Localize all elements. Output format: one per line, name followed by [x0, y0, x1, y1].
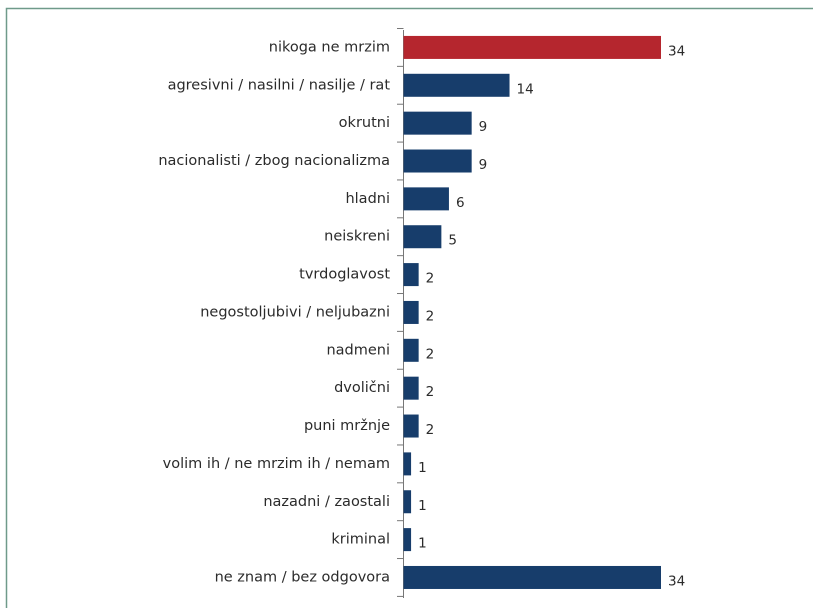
value-label: 2	[426, 384, 435, 400]
frame	[5, 7, 813, 608]
bar	[403, 263, 419, 287]
bar	[403, 149, 472, 173]
bar	[403, 565, 661, 589]
value-label: 34	[668, 43, 685, 59]
category-label: nazadni / zaostali	[263, 494, 390, 510]
category-label: volim ih / ne mrzim ih / nemam	[163, 456, 390, 472]
value-label: 14	[517, 81, 534, 97]
category-label: dvolični	[334, 380, 390, 396]
value-label: 1	[418, 498, 427, 514]
value-label: 1	[418, 460, 427, 476]
bar	[403, 528, 412, 552]
value-label: 9	[479, 119, 488, 135]
category-label: agresivni / nasilni / nasilje / rat	[168, 77, 391, 93]
value-label: 34	[668, 573, 685, 589]
value-label: 2	[426, 346, 435, 362]
category-label: ne znam / bez odgovora	[215, 569, 390, 585]
bar	[403, 35, 661, 59]
bar	[403, 490, 412, 514]
bar	[403, 225, 442, 249]
category-label: neiskreni	[324, 229, 390, 245]
bar	[403, 338, 419, 362]
category-label: nadmeni	[326, 342, 390, 358]
value-label: 2	[426, 422, 435, 438]
category-label: nacionalisti / zbog nacionalizma	[158, 153, 390, 169]
category-label: nikoga ne mrzim	[269, 39, 390, 55]
bar	[403, 376, 419, 400]
value-label: 1	[418, 536, 427, 552]
bar	[403, 300, 419, 324]
bar	[403, 73, 510, 97]
value-label: 9	[479, 157, 488, 173]
value-label: 2	[426, 271, 435, 287]
bar	[403, 111, 472, 135]
category-label: okrutni	[339, 115, 390, 131]
value-label: 6	[456, 195, 465, 211]
category-label: tvrdoglavost	[299, 267, 390, 283]
bar	[403, 187, 449, 211]
category-label: puni mržnje	[304, 418, 390, 434]
category-label: negostoljubivi / neljubazni	[200, 304, 390, 320]
value-label: 5	[448, 233, 457, 249]
category-label: hladni	[345, 191, 390, 207]
value-label: 2	[426, 308, 435, 324]
bar	[403, 452, 412, 476]
category-label: kriminal	[331, 532, 390, 548]
bar	[403, 414, 419, 438]
